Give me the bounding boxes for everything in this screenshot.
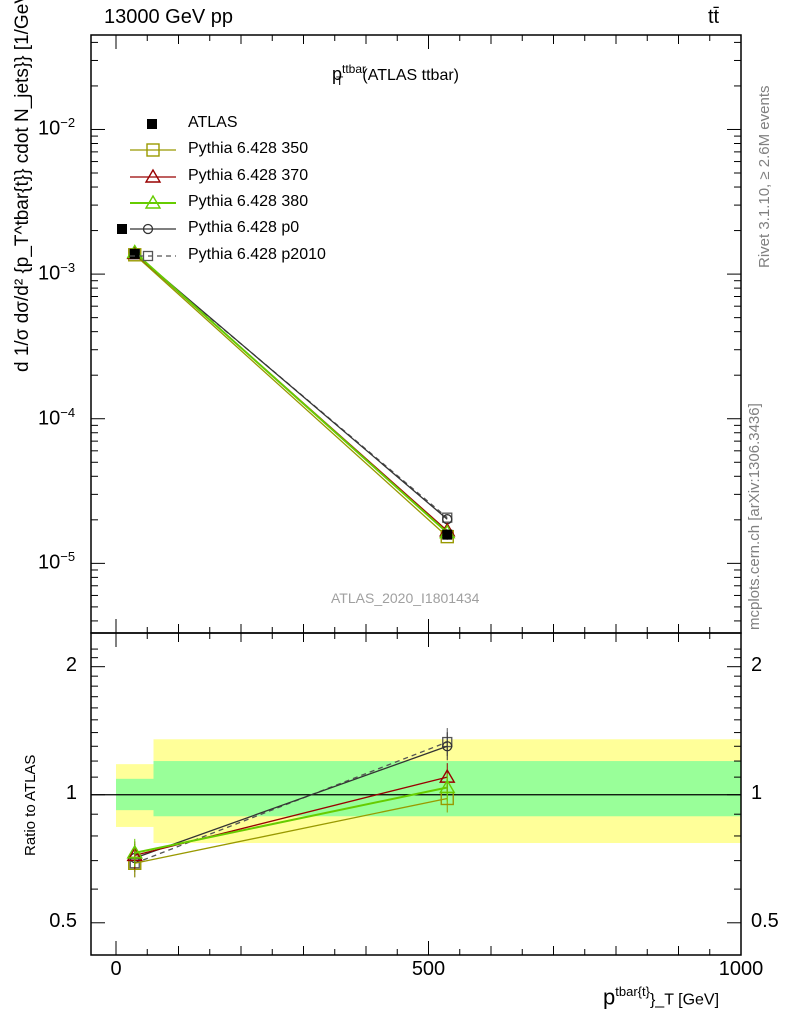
data-point (129, 248, 140, 259)
x-tick-label: 1000 (718, 958, 764, 980)
x-axis-label-sup: tbar{t} (615, 984, 650, 999)
series-line (134, 741, 448, 864)
series-line (134, 786, 448, 854)
y-axis-label-main: d 1/σ dσ/d² {p_T^tbar{t}} cdot N_jets}} … (12, 0, 33, 372)
main-series-pythia-6-428-p0 (129, 248, 453, 525)
x-axis-label-sub: }_T [GeV] (649, 991, 720, 1009)
ratio-panel-frame (90, 632, 742, 956)
y-tick-label-ratio-left: 2 (65, 653, 77, 676)
legend-marker (146, 143, 160, 157)
legend-entry: ATLAS (110, 112, 370, 136)
y-tick-label-ratio-right: 2 (751, 653, 763, 676)
x-axis-label-main: p (603, 984, 616, 1010)
legend-swatch (130, 194, 176, 209)
rivet-version-label: Rivet 3.1.10, ≥ 2.6M events (756, 85, 773, 269)
plot-title-sub: T (336, 73, 344, 88)
x-tick-label: 0 (110, 958, 122, 980)
legend-marker (144, 194, 162, 209)
legend-entry: Pythia 6.428 380 (110, 191, 370, 215)
y-tick-label-ratio-left: 0.5 (49, 909, 77, 932)
ratio-series-pythia-6-428-380 (126, 773, 456, 867)
ratio-point (439, 779, 456, 794)
legend-data-marker (117, 224, 127, 235)
legend-swatch (130, 250, 176, 261)
legend-swatch (130, 168, 176, 183)
ratio-point (126, 844, 143, 859)
series-line (134, 251, 448, 534)
legend-marker (147, 119, 157, 129)
analysis-watermark: ATLAS_2020_I1801434 (331, 590, 480, 606)
y-tick-label-ratio-left: 1 (65, 781, 77, 804)
ratio-point (442, 741, 453, 752)
legend-marker (142, 250, 154, 261)
mcplots-label: mcplots.cern.ch [arXiv:1306.3436] (746, 403, 763, 630)
legend-label: ATLAS (188, 114, 238, 131)
data-point (442, 529, 453, 540)
x-axis-label: ptbar{t}}_T [GeV] (603, 984, 719, 1010)
series-line (134, 254, 448, 538)
main-series-atlas (129, 248, 453, 540)
channel-label: tt̄ (708, 6, 720, 28)
series-line (134, 745, 448, 859)
y-tick-label-main: 10−2 (38, 115, 76, 141)
series-line (134, 252, 448, 520)
plot-title-rest: (ATLAS ttbar) (362, 67, 460, 84)
legend-entry: Pythia 6.428 p2010 (110, 244, 370, 268)
legend-swatch (147, 119, 157, 129)
series-line (134, 797, 448, 864)
plot-title-sup: ttbar (342, 62, 367, 76)
legend-entry: Pythia 6.428 p0 (110, 217, 370, 241)
x-tick-label: 500 (411, 958, 446, 980)
legend-entry: Pythia 6.428 370 (110, 165, 370, 189)
legend-label: Pythia 6.428 370 (188, 166, 309, 184)
legend-label: Pythia 6.428 380 (188, 192, 309, 210)
main-series-pythia-6-428-350 (128, 248, 454, 544)
legend-label: Pythia 6.428 p0 (188, 219, 300, 237)
y-tick-label-main: 10−4 (38, 404, 76, 430)
y-tick-label-main: 10−5 (38, 549, 76, 575)
legend-entry: Pythia 6.428 350 (110, 138, 370, 162)
process-label: 13000 GeV pp (104, 6, 233, 28)
y-tick-label-main: 10−3 (38, 260, 76, 285)
legend-label: Pythia 6.428 p2010 (188, 245, 326, 263)
main-series-pythia-6-428-380 (126, 244, 456, 539)
legend-label: Pythia 6.428 350 (188, 140, 309, 158)
legend-marker (142, 224, 154, 235)
legend-swatch (117, 224, 176, 235)
plot-title: pttbarT (ATLAS ttbar) (332, 62, 459, 88)
legend-marker (144, 168, 162, 183)
y-axis-label-ratio: Ratio to ATLAS (22, 754, 39, 856)
y-tick-label-ratio-right: 0.5 (751, 909, 779, 932)
legend-swatch (130, 143, 176, 157)
plot-title-main: p (332, 64, 343, 84)
y-tick-label-ratio-right: 1 (751, 781, 763, 804)
